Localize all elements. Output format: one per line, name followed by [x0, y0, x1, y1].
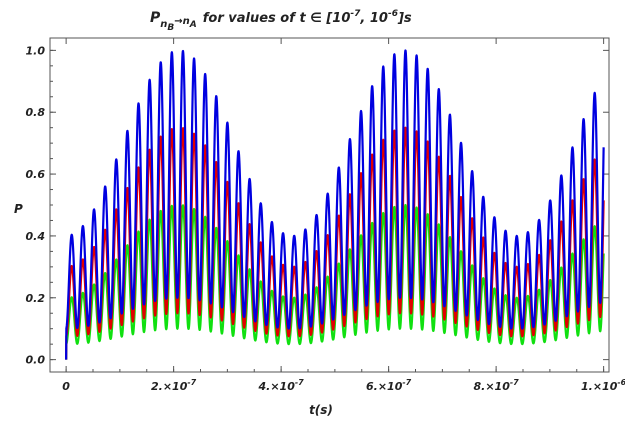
x-tick-label-1: 2.×10-7 [151, 378, 197, 393]
x-tick-label-5: 1.×10-6 [581, 378, 625, 393]
y-tick-label-2: 0.4 [26, 230, 46, 243]
y-tick-label-1: 0.2 [26, 292, 46, 305]
y-tick-label-5: 1.0 [26, 44, 46, 57]
x-axis-label: t(s) [309, 403, 333, 417]
x-tick-label-4: 8.×10-7 [474, 378, 520, 393]
x-tick-label-2: 4.×10-7 [258, 378, 305, 393]
y-tick-label-4: 0.8 [26, 106, 46, 119]
x-tick-label-0: 0 [62, 380, 70, 393]
chart-title: PnB→nA for values of t ∈ [10-7, 10-6]s [150, 9, 412, 33]
axis-ticks: 0 2.×10-7 4.×10-7 6.×10-7 8.×10-7 1.×10-6 0.0 0… [26, 38, 625, 393]
x-tick-label-3: 6.×10-7 [366, 378, 412, 393]
y-axis-label: P [14, 202, 23, 216]
series-line-0 [65, 49, 605, 360]
series-group [65, 49, 605, 360]
y-tick-label-3: 0.6 [26, 168, 46, 181]
y-tick-label-0: 0.0 [26, 354, 46, 367]
